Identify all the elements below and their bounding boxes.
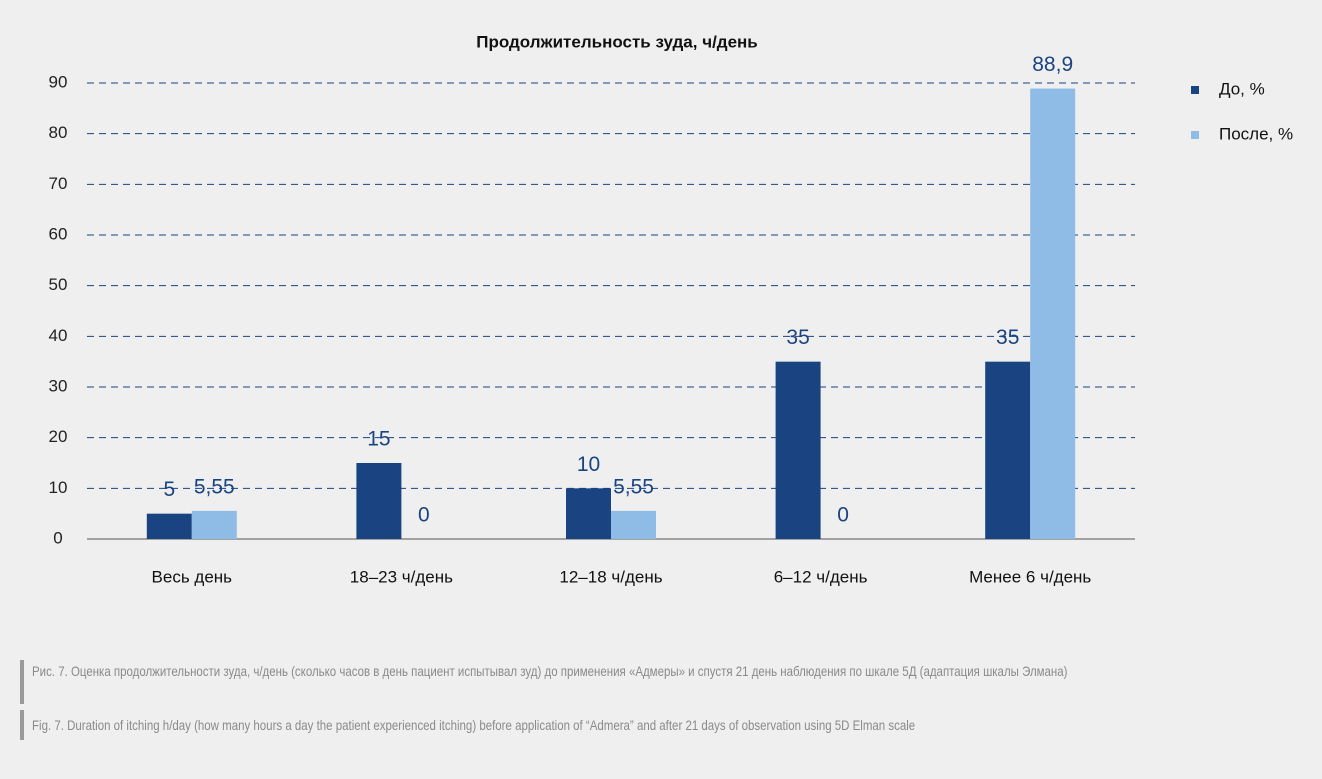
value-label: 5,55 [194, 475, 235, 498]
x-tick-label: 6–12 ч/день [774, 567, 868, 586]
y-tick-label: 90 [49, 72, 68, 91]
y-tick-label: 10 [49, 478, 68, 497]
bar [146, 513, 192, 539]
bar [985, 361, 1031, 539]
caption-bar [20, 710, 24, 740]
caption-en: Fig. 7. Duration of itching h/day (how m… [32, 717, 916, 733]
legend-swatch [1191, 86, 1199, 94]
bar [1030, 88, 1076, 539]
value-label: 5 [163, 478, 175, 501]
bar [566, 488, 611, 539]
value-label: 10 [577, 453, 600, 476]
y-tick-label: 20 [49, 427, 68, 446]
value-label: 0 [837, 504, 849, 527]
x-tick-label: 12–18 ч/день [559, 567, 662, 586]
value-label: 15 [367, 428, 390, 451]
y-tick-label: 40 [49, 326, 68, 345]
bar [191, 510, 237, 539]
legend-label: После, % [1219, 124, 1293, 143]
bar [356, 463, 402, 539]
y-tick-label: 60 [49, 224, 68, 243]
y-tick-label: 70 [49, 174, 68, 193]
x-tick-label: Менее 6 ч/день [969, 567, 1091, 586]
bar [611, 510, 656, 539]
x-tick-label: Весь день [152, 567, 233, 586]
chart-title: Продолжительность зуда, ч/день [476, 32, 758, 51]
value-label: 5,55 [613, 475, 654, 498]
value-label: 35 [786, 326, 809, 349]
value-label: 0 [418, 504, 430, 527]
y-tick-label: 0 [53, 528, 62, 547]
value-label: 35 [996, 326, 1019, 349]
legend-swatch [1191, 131, 1199, 139]
y-tick-label: 30 [49, 376, 68, 395]
chart: Продолжительность зуда, ч/день 0 10 20 30 40… [49, 32, 1294, 586]
y-tick-label: 50 [49, 275, 68, 294]
value-label: 88,9 [1032, 53, 1073, 76]
y-tick-label: 80 [49, 123, 68, 142]
legend-label: До, % [1219, 79, 1265, 98]
caption-bar [20, 660, 24, 704]
x-tick-label: 18–23 ч/день [350, 567, 453, 586]
caption-ru: Рис. 7. Оценка продолжительности зуда, ч… [32, 663, 1068, 679]
bar [775, 361, 821, 539]
